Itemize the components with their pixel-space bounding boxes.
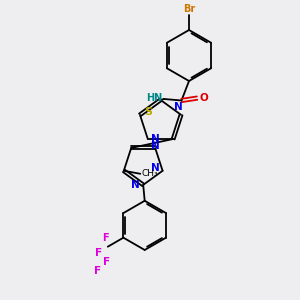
Text: F: F — [94, 266, 101, 276]
Text: CH₃: CH₃ — [142, 169, 158, 178]
Text: F: F — [95, 248, 102, 258]
Text: O: O — [199, 93, 208, 103]
Text: N: N — [152, 141, 160, 152]
Text: HN: HN — [146, 93, 163, 103]
Text: N: N — [174, 102, 182, 112]
Text: N: N — [151, 164, 160, 173]
Text: N: N — [131, 180, 140, 190]
Text: F: F — [103, 257, 110, 267]
Text: N: N — [151, 134, 160, 144]
Text: S: S — [144, 107, 152, 117]
Text: F: F — [102, 233, 109, 243]
Text: Br: Br — [183, 4, 195, 14]
